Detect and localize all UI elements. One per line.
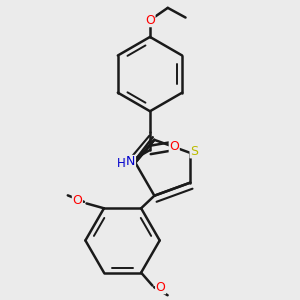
Text: O: O — [145, 14, 155, 27]
Text: HN: HN — [117, 157, 134, 170]
Text: O: O — [169, 140, 179, 153]
Text: O: O — [156, 281, 166, 294]
Text: S: S — [190, 145, 198, 158]
Text: N: N — [126, 155, 135, 169]
Text: O: O — [72, 194, 82, 207]
